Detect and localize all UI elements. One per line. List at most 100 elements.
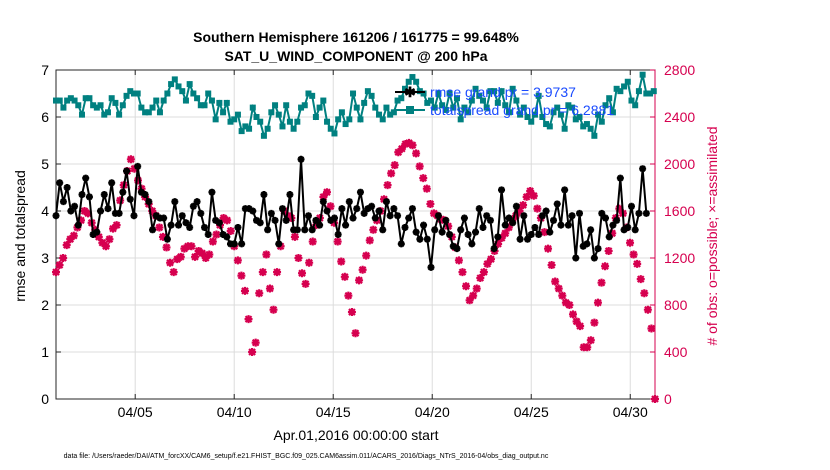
chart-title-line2: SAT_U_WIND_COMPONENT @ 200 hPa [224, 48, 487, 64]
rmse-point-glyph [561, 186, 569, 194]
rmse-point [119, 188, 127, 196]
rmse-point-glyph [416, 235, 424, 243]
obs-point [244, 315, 253, 324]
rmse-point-glyph [182, 219, 190, 227]
rmse-point-glyph [316, 221, 324, 229]
obs-point-glyph [326, 202, 335, 211]
rmse-point [319, 198, 327, 206]
rmse-point [160, 214, 168, 222]
obs-point [351, 329, 360, 338]
totalspread-point [123, 92, 130, 99]
rmse-point [434, 212, 442, 220]
obs-point-glyph [369, 225, 378, 234]
obs-point-glyph [308, 237, 317, 246]
totalspread-point [409, 74, 416, 81]
totalspread-point [479, 97, 486, 104]
x-tick-label: 04/05 [118, 404, 153, 420]
totalspread-point [205, 90, 212, 97]
rmse-point [59, 198, 67, 206]
rmse-point-glyph [219, 231, 227, 238]
rmse-point-glyph [234, 223, 242, 231]
rmse-point-glyph [137, 188, 145, 196]
rmse-point-glyph [230, 240, 238, 248]
rmse-point [420, 221, 428, 229]
rmse-point-glyph [186, 223, 194, 231]
x-tick-label: 04/15 [316, 404, 351, 420]
obs-point [237, 271, 246, 280]
totalspread-point [86, 95, 93, 102]
obs-point [262, 250, 271, 259]
rmse-point [501, 221, 509, 229]
totalspread-point [402, 85, 409, 92]
rmse-point [89, 231, 97, 238]
obs-point-glyph [419, 174, 428, 183]
totalspread-point [595, 111, 602, 118]
obs-point-glyph [244, 315, 253, 324]
obs-point-glyph [601, 262, 610, 271]
rmse-point-glyph [631, 226, 639, 234]
totalspread-point [101, 111, 108, 118]
obs-point-glyph [208, 237, 217, 246]
totalspread-point [104, 109, 111, 116]
totalspread-point [405, 78, 412, 85]
rmse-point-glyph [609, 221, 617, 229]
rmse-point [52, 212, 60, 220]
rmse-point-glyph [375, 207, 383, 215]
obs-point [597, 278, 606, 287]
rmse-point [286, 191, 294, 199]
obs-point [330, 218, 339, 227]
rmse-point [282, 216, 290, 224]
rmse-point [227, 240, 235, 248]
totalspread-point [498, 88, 505, 95]
rmse-point [171, 198, 179, 206]
obs-point [240, 286, 249, 295]
obs-point [233, 256, 242, 265]
rmse-point [163, 235, 171, 243]
rmse-point [267, 209, 275, 217]
obs-point-glyph [572, 317, 581, 326]
totalspread-point [398, 95, 405, 102]
legend-rmse-marker: ✱ [404, 84, 416, 100]
rmse-point [316, 221, 324, 229]
totalspread-point [327, 125, 334, 132]
obs-point [198, 249, 207, 258]
obs-point [615, 204, 624, 213]
footer-data-file: data file: /Users/raeder/DAI/ATM_forcXX/… [64, 453, 549, 460]
obs-point [568, 310, 577, 319]
totalspread-point [368, 92, 375, 99]
rmse-point [553, 200, 561, 208]
obs-point-glyph [319, 192, 328, 201]
totalspread-point [364, 88, 371, 95]
totalspread-point [197, 102, 204, 109]
totalspread-point [164, 90, 171, 97]
totalspread-point [647, 90, 654, 97]
rmse-point [308, 226, 316, 234]
obs-point-glyph [322, 188, 331, 197]
rmse-point-glyph [141, 191, 149, 199]
totalspread-point [60, 104, 67, 111]
obs-point [201, 254, 210, 262]
rmse-point-glyph [553, 200, 561, 208]
rmse-point-glyph [483, 212, 491, 220]
obs-point-glyph [583, 343, 592, 352]
rmse-point-glyph [304, 212, 312, 220]
rmse-point [442, 216, 450, 224]
rmse-point [338, 205, 346, 213]
rmse-point [293, 226, 301, 234]
rmse-point-glyph [245, 205, 253, 213]
totalspread-point [609, 109, 616, 116]
rmse-point [312, 216, 320, 224]
obs-point-glyph [94, 232, 103, 241]
chart-title-line1: Southern Hemisphere 161206 / 161775 = 99… [193, 29, 519, 45]
rmse-point [345, 198, 353, 206]
obs-point [208, 237, 217, 246]
rmse-point [356, 188, 364, 196]
totalspread-point [156, 109, 163, 116]
obs-point-glyph [351, 329, 360, 338]
obs-point-glyph [198, 249, 207, 258]
x-tick-label: 04/10 [217, 404, 252, 420]
totalspread-point [223, 99, 230, 106]
totalspread-point [572, 116, 579, 123]
rmse-point-glyph [167, 221, 175, 229]
